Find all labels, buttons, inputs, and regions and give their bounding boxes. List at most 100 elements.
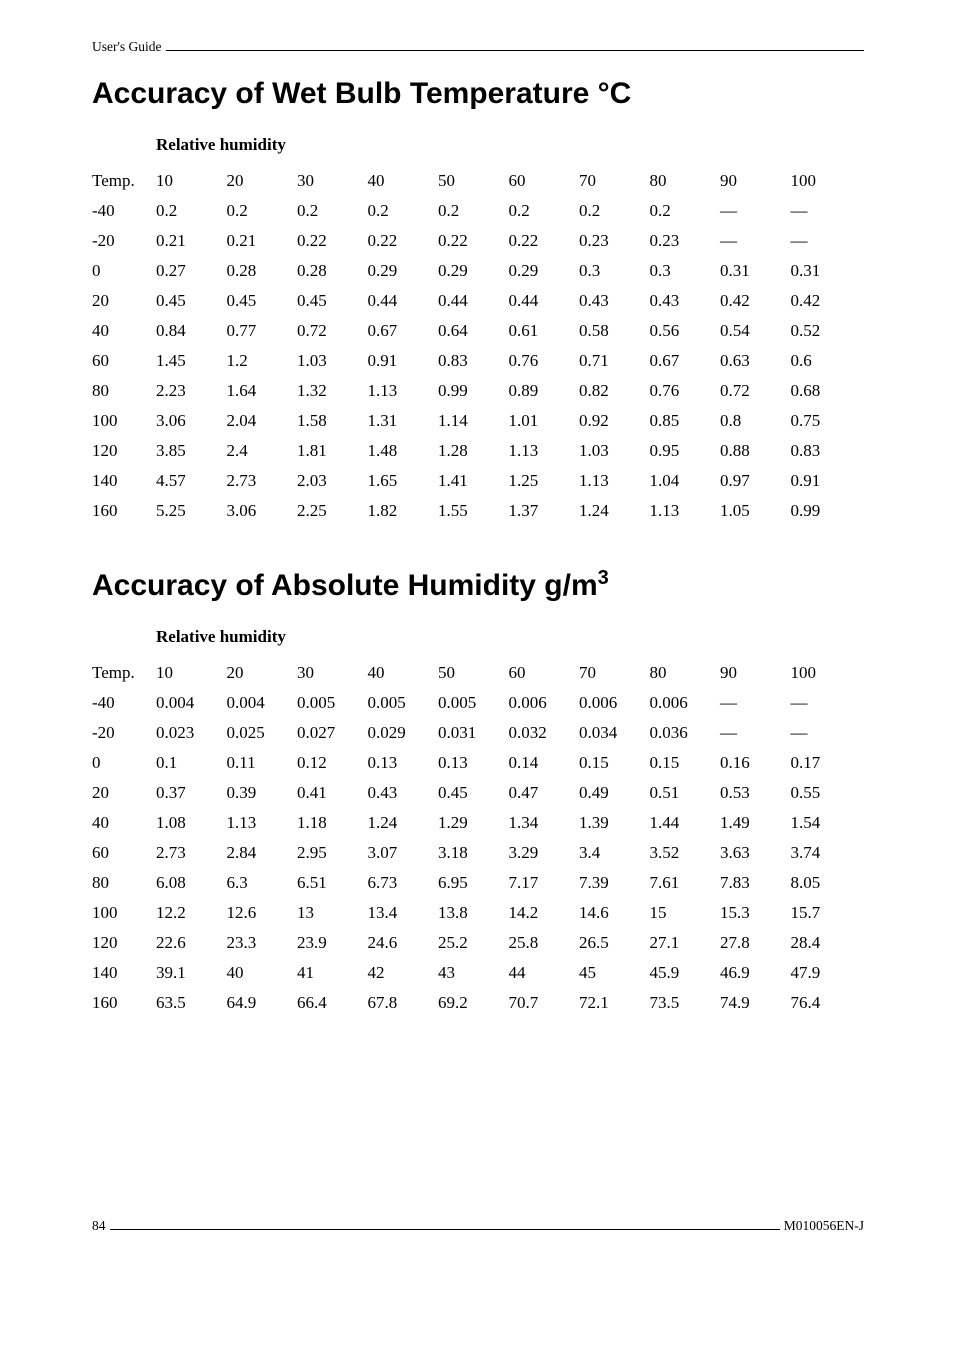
table-row: 1203.852.41.811.481.281.131.030.950.880.… <box>92 435 861 465</box>
cell-value: 0.63 <box>720 345 791 375</box>
table-row: 00.270.280.280.290.290.290.30.30.310.31 <box>92 255 861 285</box>
cell-value: 1.64 <box>227 375 298 405</box>
cell-value: 0.23 <box>579 225 650 255</box>
column-header: 90 <box>720 657 791 687</box>
cell-value: 76.4 <box>791 987 862 1017</box>
cell-value: 0.58 <box>579 315 650 345</box>
row-temp: 60 <box>92 837 156 867</box>
row-temp: 40 <box>92 807 156 837</box>
cell-value: 0.64 <box>438 315 509 345</box>
cell-value: 0.49 <box>579 777 650 807</box>
cell-value: 0.45 <box>156 285 227 315</box>
cell-value: 41 <box>297 957 368 987</box>
cell-value: 0.006 <box>650 687 721 717</box>
cell-value: 0.41 <box>297 777 368 807</box>
cell-value: 45.9 <box>650 957 721 987</box>
row-temp: 160 <box>92 987 156 1017</box>
row-temp: 0 <box>92 255 156 285</box>
section2-title-pre: Accuracy of Absolute Humidity g/m <box>92 569 598 602</box>
cell-value: 2.73 <box>227 465 298 495</box>
cell-value: 0.56 <box>650 315 721 345</box>
cell-value: 0.45 <box>227 285 298 315</box>
cell-value: 4.57 <box>156 465 227 495</box>
cell-value: 3.63 <box>720 837 791 867</box>
cell-value: 0.45 <box>297 285 368 315</box>
cell-value: 1.31 <box>368 405 439 435</box>
cell-value: 0.1 <box>156 747 227 777</box>
table-row: 14039.140414243444545.946.947.9 <box>92 957 861 987</box>
cell-value: 0.8 <box>720 405 791 435</box>
cell-value: 0.004 <box>156 687 227 717</box>
cell-value: 0.44 <box>368 285 439 315</box>
cell-value: 0.22 <box>368 225 439 255</box>
cell-value: 2.84 <box>227 837 298 867</box>
cell-value: 0.029 <box>368 717 439 747</box>
wet-bulb-table: Temp.102030405060708090100-400.20.20.20.… <box>92 165 861 525</box>
cell-value: 44 <box>509 957 580 987</box>
cell-value: 0.005 <box>438 687 509 717</box>
cell-value: 1.37 <box>509 495 580 525</box>
cell-value: 45 <box>579 957 650 987</box>
cell-value: 2.04 <box>227 405 298 435</box>
cell-value: 1.14 <box>438 405 509 435</box>
column-header: Temp. <box>92 165 156 195</box>
cell-value: 0.29 <box>368 255 439 285</box>
cell-value: 1.13 <box>368 375 439 405</box>
page-number: 84 <box>92 1218 110 1234</box>
cell-value: 1.08 <box>156 807 227 837</box>
cell-value: 13.4 <box>368 897 439 927</box>
table-row: -400.0040.0040.0050.0050.0050.0060.0060.… <box>92 687 861 717</box>
column-header: 70 <box>579 657 650 687</box>
cell-value: 63.5 <box>156 987 227 1017</box>
cell-value: 40 <box>227 957 298 987</box>
cell-value: 0.76 <box>650 375 721 405</box>
row-temp: 80 <box>92 867 156 897</box>
cell-value: 0.28 <box>227 255 298 285</box>
cell-value: — <box>720 225 791 255</box>
cell-value: 0.2 <box>579 195 650 225</box>
cell-value: 0.006 <box>579 687 650 717</box>
table-row: 12022.623.323.924.625.225.826.527.127.82… <box>92 927 861 957</box>
cell-value: 24.6 <box>368 927 439 957</box>
cell-value: 2.03 <box>297 465 368 495</box>
cell-value: 0.006 <box>509 687 580 717</box>
cell-value: 0.47 <box>509 777 580 807</box>
cell-value: 3.06 <box>156 405 227 435</box>
cell-value: 42 <box>368 957 439 987</box>
cell-value: 1.13 <box>650 495 721 525</box>
cell-value: 3.29 <box>509 837 580 867</box>
cell-value: 0.39 <box>227 777 298 807</box>
column-header: 20 <box>227 657 298 687</box>
cell-value: 0.29 <box>438 255 509 285</box>
cell-value: 0.85 <box>650 405 721 435</box>
cell-value: 0.82 <box>579 375 650 405</box>
cell-value: 0.44 <box>438 285 509 315</box>
row-temp: -20 <box>92 225 156 255</box>
cell-value: 2.95 <box>297 837 368 867</box>
cell-value: 0.61 <box>509 315 580 345</box>
cell-value: 69.2 <box>438 987 509 1017</box>
cell-value: 0.55 <box>791 777 862 807</box>
cell-value: 0.91 <box>791 465 862 495</box>
cell-value: 6.73 <box>368 867 439 897</box>
cell-value: 0.21 <box>227 225 298 255</box>
doc-id: M010056EN-J <box>780 1218 864 1234</box>
cell-value: 15 <box>650 897 721 927</box>
cell-value: 70.7 <box>509 987 580 1017</box>
column-header: 10 <box>156 657 227 687</box>
cell-value: 0.52 <box>791 315 862 345</box>
table-row: 802.231.641.321.130.990.890.820.760.720.… <box>92 375 861 405</box>
table-row: 200.450.450.450.440.440.440.430.430.420.… <box>92 285 861 315</box>
cell-value: 0.2 <box>650 195 721 225</box>
cell-value: 0.3 <box>579 255 650 285</box>
column-header: 60 <box>509 657 580 687</box>
cell-value: 0.2 <box>156 195 227 225</box>
section2-title-sup: 3 <box>598 567 609 589</box>
cell-value: 72.1 <box>579 987 650 1017</box>
cell-value: 14.2 <box>509 897 580 927</box>
cell-value: 0.22 <box>297 225 368 255</box>
cell-value: 0.95 <box>650 435 721 465</box>
row-temp: 60 <box>92 345 156 375</box>
column-header: 80 <box>650 657 721 687</box>
table-header-row: Temp.102030405060708090100 <box>92 657 861 687</box>
